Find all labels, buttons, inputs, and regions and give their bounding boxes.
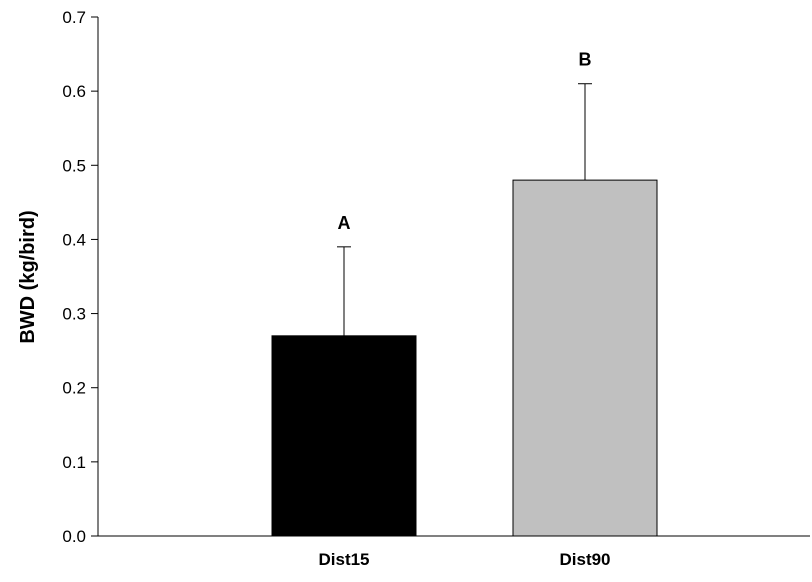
axes xyxy=(91,16,810,537)
y-tick-label: 0.2 xyxy=(62,379,86,398)
y-tick-label: 0.0 xyxy=(62,527,86,546)
x-category-label: Dist15 xyxy=(318,550,369,569)
y-tick-label: 0.1 xyxy=(62,453,86,472)
y-tick-label: 0.4 xyxy=(62,230,86,249)
y-tick-label: 0.6 xyxy=(62,82,86,101)
bar xyxy=(271,335,417,537)
significance-label: A xyxy=(338,213,351,233)
x-category-label: Dist90 xyxy=(559,550,610,569)
significance-label: B xyxy=(579,50,592,70)
y-axis-title: BWD (kg/bird) xyxy=(17,210,39,343)
y-tick-label: 0.7 xyxy=(62,8,86,27)
bar xyxy=(512,179,658,537)
bars xyxy=(271,83,658,537)
y-tick-label: 0.5 xyxy=(62,156,86,175)
y-tick-label: 0.3 xyxy=(62,305,86,324)
labels: 0.0 0.1 0.2 0.3 0.4 0.5 0.6 0.7 A Dist15 B Dist90 xyxy=(62,8,610,569)
